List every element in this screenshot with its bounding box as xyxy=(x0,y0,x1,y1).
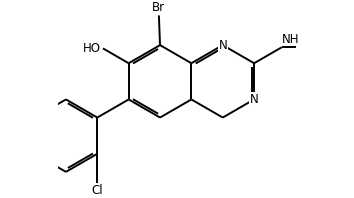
Text: Cl: Cl xyxy=(91,184,103,197)
Text: N: N xyxy=(250,93,258,106)
Text: N: N xyxy=(218,39,227,52)
Text: HO: HO xyxy=(83,42,101,55)
Text: NH: NH xyxy=(282,33,300,46)
Text: Br: Br xyxy=(152,1,165,14)
